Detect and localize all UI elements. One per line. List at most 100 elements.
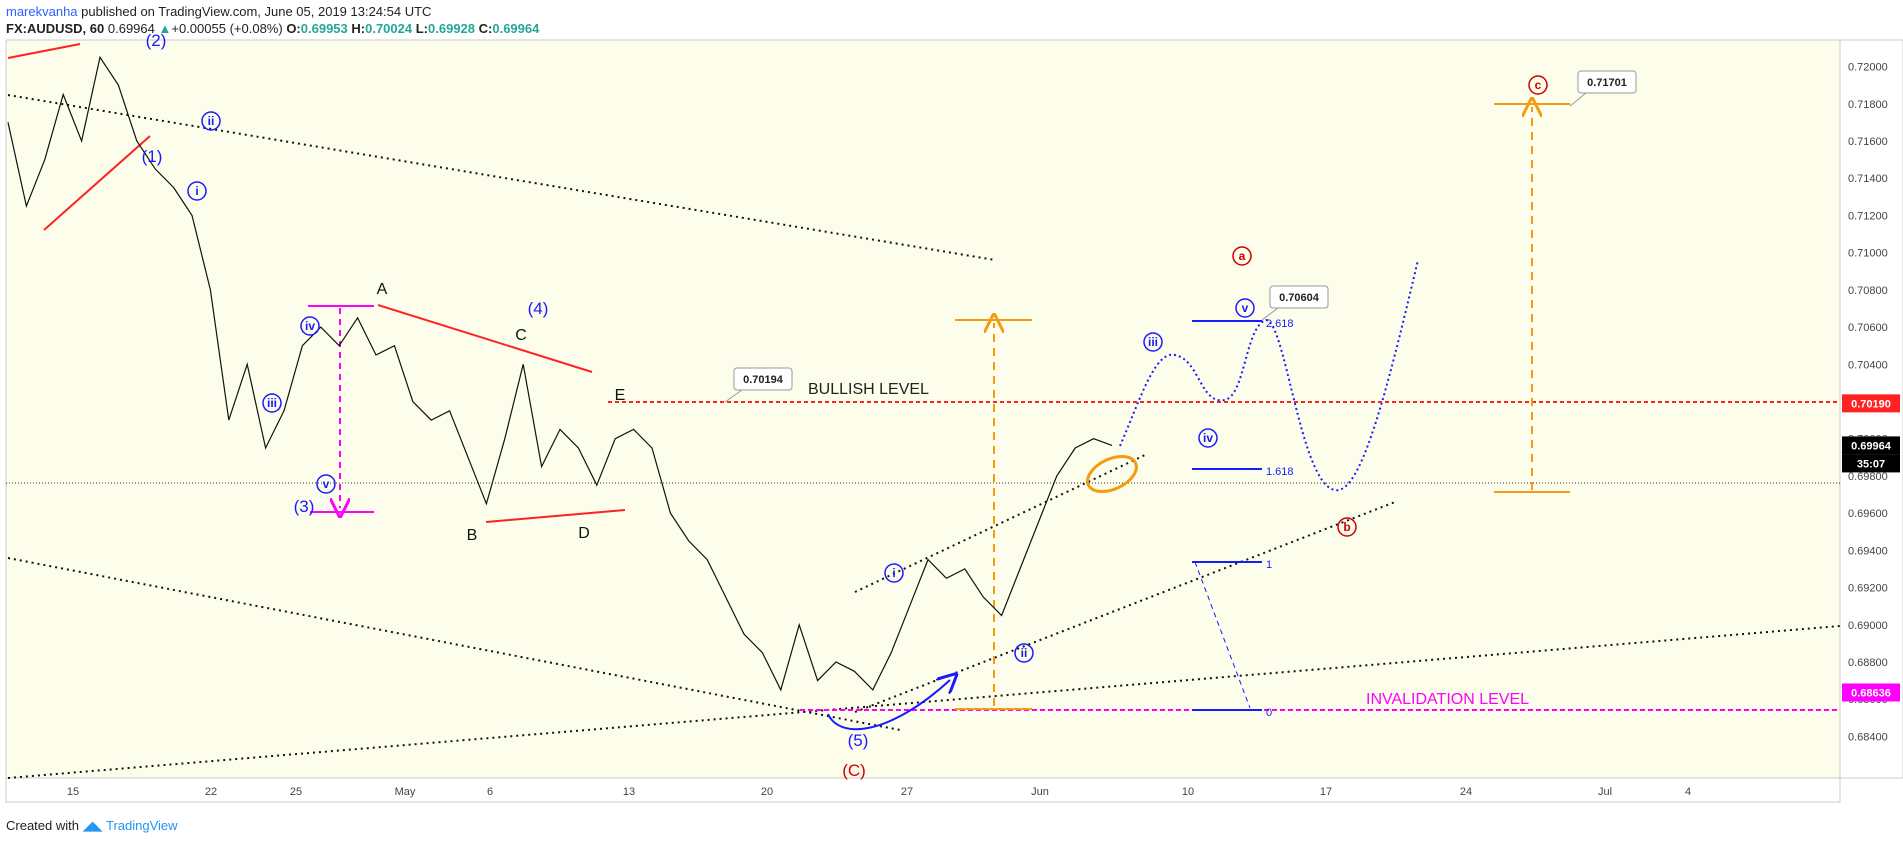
fib-diagonal [1194, 561, 1251, 709]
y-tick-label: 0.69000 [1848, 620, 1888, 632]
change-value: +0.00055 (+0.08%) [171, 21, 283, 36]
x-tick-label: 15 [67, 786, 79, 798]
wave-label: B [467, 527, 478, 544]
low-label: L: [415, 21, 429, 36]
y-tick-label: 0.72000 [1848, 62, 1888, 74]
fib-0-label: 0 [1266, 707, 1272, 719]
svg-text:i: i [892, 566, 895, 580]
tradingview-link[interactable]: TradingView [106, 818, 178, 833]
fib-1618-label: 1.618 [1266, 466, 1294, 478]
ohlc-bar: FX:AUDUSD, 60 0.69964 ▲+0.00055 (+0.08%)… [6, 21, 539, 36]
svg-text:iii: iii [1148, 335, 1158, 349]
last-price: 0.69964 [107, 21, 155, 36]
svg-text:0.70604: 0.70604 [1279, 292, 1320, 304]
y-tick-label: 0.70600 [1848, 322, 1888, 334]
y-tick-label: 0.70400 [1848, 359, 1888, 371]
highlight-ellipse [1086, 455, 1138, 493]
triangle-lower [485, 509, 626, 523]
x-tick-label: 10 [1182, 786, 1194, 798]
y-tick-label: 0.71600 [1848, 136, 1888, 148]
x-tick-label: 24 [1460, 786, 1472, 798]
price-axis-labels: 0.70190 0.69964 35:07 0.68636 [1842, 394, 1900, 702]
orange-projections [955, 104, 1570, 710]
time-axis[interactable] [5, 777, 1841, 803]
y-tick-label: 0.70800 [1848, 285, 1888, 297]
svg-text:0.71701: 0.71701 [1587, 77, 1627, 89]
lower-channel-dotted [7, 557, 901, 731]
wave-label-circled: v [316, 474, 336, 494]
x-tick-label: 27 [901, 786, 913, 798]
y-tick-label: 0.71400 [1848, 173, 1888, 185]
author-link[interactable]: marekvanha [6, 4, 78, 19]
y-tick-label: 0.69400 [1848, 545, 1888, 557]
price-axis-label: 0.70190 [1842, 394, 1900, 413]
y-tick-label: 0.69200 [1848, 583, 1888, 595]
wave5-curved-arrow [827, 680, 950, 731]
change-arrow-icon: ▲ [158, 21, 172, 36]
footer: Created with ◢◣ TradingView [6, 818, 178, 834]
close-label: C: [478, 21, 493, 36]
x-tick-label: 4 [1685, 786, 1691, 798]
x-tick-label: 20 [761, 786, 773, 798]
svg-text:v: v [323, 477, 330, 491]
svg-text:iv: iv [1203, 431, 1213, 445]
wave3-measure [308, 305, 374, 512]
red-line-wave1 [43, 135, 151, 231]
plot-area [5, 39, 1841, 779]
callouts: 0.70194 0.70604 0.71701 [724, 70, 1637, 403]
wave-label-circled: i [187, 181, 207, 201]
x-tick-label: May [395, 786, 416, 798]
wave-label: (C) [842, 761, 866, 780]
y-tick-label: 0.68800 [1848, 657, 1888, 669]
wave-label: D [578, 525, 590, 542]
wave-label-circled: ii [1014, 643, 1034, 663]
x-tick-label: 13 [623, 786, 635, 798]
red-line-top-left [7, 43, 81, 59]
wave-label-circled: ii [201, 111, 221, 131]
open-label: O: [286, 21, 301, 36]
wave-label: E [615, 387, 626, 404]
price-axis-label: 0.68636 [1842, 683, 1900, 702]
wave-label-circled: iv [1198, 428, 1218, 448]
wave-label-circled: iii [1143, 332, 1163, 352]
wave-label: (3) [294, 497, 315, 516]
y-tick-label: 0.69800 [1848, 471, 1888, 483]
publish-info: marekvanha published on TradingView.com,… [6, 4, 431, 19]
svg-text:0.70190: 0.70190 [1851, 398, 1891, 410]
invalidation-level-label: INVALIDATION LEVEL [1366, 691, 1529, 708]
svg-text:0.70194: 0.70194 [743, 374, 784, 386]
svg-text:0.69964: 0.69964 [1851, 440, 1892, 452]
high-value: 0.70024 [365, 21, 413, 36]
bullish-level-label: BULLISH LEVEL [808, 381, 929, 398]
x-tick-labels: 15 22 25 May 6 13 20 27 Jun 10 17 24 Jul 4 [67, 786, 1691, 798]
price-callout: 0.70604 [1261, 285, 1329, 321]
svg-text:iii: iii [267, 396, 277, 410]
y-tick-label: 0.71000 [1848, 248, 1888, 260]
high-label: H: [351, 21, 366, 36]
svg-text:b: b [1343, 520, 1350, 534]
wave-label-circled: a [1232, 246, 1252, 266]
x-tick-label: 22 [205, 786, 217, 798]
svg-text:35:07: 35:07 [1857, 458, 1885, 470]
price-line [7, 55, 1113, 692]
wave-label: A [377, 281, 388, 298]
y-tick-label: 0.68400 [1848, 731, 1888, 743]
triangle-upper [377, 304, 593, 373]
wave-label-circled: iii [262, 393, 282, 413]
svg-text:c: c [1535, 78, 1542, 92]
y-tick-label: 0.69600 [1848, 508, 1888, 520]
wave-label: (5) [848, 731, 869, 750]
wave-label-circled: v [1235, 298, 1255, 318]
tradingview-logo-icon: ◢◣ [82, 818, 103, 833]
fib-1-label: 1 [1266, 559, 1272, 571]
x-tick-label: 25 [290, 786, 302, 798]
x-tick-label: 17 [1320, 786, 1332, 798]
wave-label: (4) [528, 299, 549, 318]
wave-label: (2) [146, 31, 167, 50]
fib-levels: 2.618 1.618 1 0 [1192, 318, 1294, 719]
svg-text:iv: iv [305, 319, 315, 333]
y-tick-label: 0.71800 [1848, 99, 1888, 111]
price-callout: 0.71701 [1569, 70, 1637, 107]
close-value: 0.69964 [492, 21, 540, 36]
